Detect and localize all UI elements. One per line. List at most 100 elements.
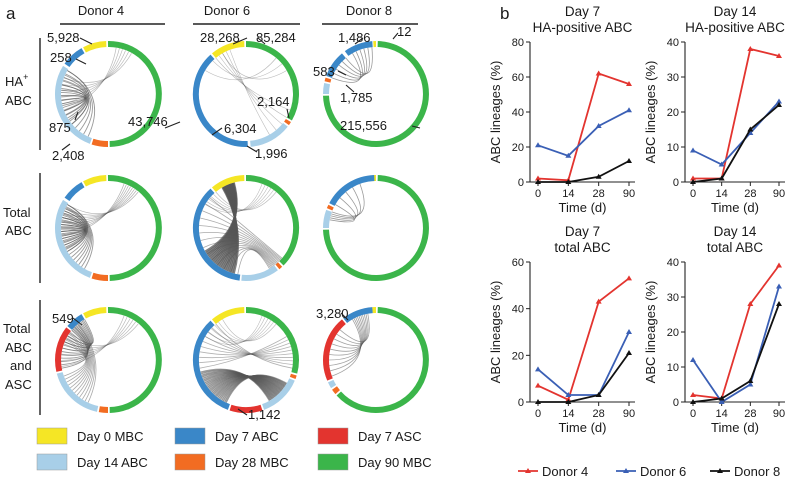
chord-d4-ha [62, 79, 88, 119]
arc-d4-ha-1 [107, 40, 162, 147]
legend-label-4: Day 28 MBC [215, 455, 289, 470]
y-axis-label: ABC lineages (%) [488, 61, 503, 164]
data-point [595, 173, 602, 179]
chord-d4-ha [60, 94, 86, 108]
chord-d6-total [200, 236, 278, 264]
arc-d4-ha-2 [91, 138, 109, 148]
chord-d4-ha [63, 76, 92, 132]
arc-d6-ha-0 [211, 41, 245, 59]
legend-label-5: Day 90 MBC [358, 455, 432, 470]
x-tick-label: 14 [562, 188, 574, 200]
x-tick-label: 28 [593, 188, 605, 200]
chord-d6-ha [205, 57, 277, 81]
y-tick-label: 60 [512, 72, 524, 84]
chord-d4-asc [61, 318, 131, 356]
arc-d8-asc-3 [327, 379, 337, 389]
chord-d6-asc [199, 342, 290, 359]
chord-d6-asc [205, 315, 263, 345]
count-d8-day0: 12 [397, 24, 411, 39]
donor-legend-label-1: Donor 6 [640, 464, 686, 479]
x-tick-label: 90 [773, 188, 785, 200]
x-tick-label: 28 [744, 188, 756, 200]
chord-d4-total [67, 204, 88, 252]
data-point [565, 392, 572, 397]
chord-d4-ha [61, 48, 120, 105]
count-d6-day90: 85,284 [256, 30, 296, 45]
count-d8-day28: 1,785 [340, 90, 373, 105]
count-d4-day0: 5,928 [47, 30, 80, 45]
x-tick-label: 28 [593, 408, 605, 420]
chord-d4-asc [63, 343, 87, 377]
chord-d8-ha [345, 47, 373, 75]
arc-d6-asc-4 [229, 404, 263, 414]
data-point [535, 179, 541, 184]
data-point [747, 381, 754, 387]
y-tick-label: 40 [667, 257, 679, 269]
series-line-donor-4 [537, 277, 630, 401]
chord-d4-ha [61, 89, 86, 112]
donor-header-4: Donor 4 [78, 3, 124, 18]
donor-legend-label-2: Donor 8 [734, 464, 780, 479]
donor-legend-marker-2 [717, 468, 723, 473]
chord-d4-total [63, 189, 135, 218]
x-tick-label: 0 [690, 408, 696, 420]
data-point [595, 70, 602, 76]
donor-legend-label-0: Donor 4 [542, 464, 588, 479]
chord-d4-asc [67, 335, 89, 389]
legend-swatch-3 [36, 453, 68, 471]
chord-d8-total [329, 204, 355, 223]
chord-d4-ha [62, 80, 90, 129]
y-tick-label: 40 [512, 107, 524, 119]
chord-d4-total [60, 185, 129, 228]
arc-d6-ha-3 [250, 122, 288, 147]
chord-d6-total [204, 182, 238, 253]
category-legend: Day 0 MBC Day 7 ABC Day 7 ASC Day 14 ABC Day… [36, 427, 432, 471]
circos-d4-asc [55, 306, 162, 413]
data-point [535, 142, 541, 148]
data-point [690, 399, 696, 404]
chord-d6-total [211, 245, 275, 267]
arc-d6-asc-1 [245, 307, 299, 374]
chord-d4-ha [63, 53, 132, 83]
arc-d4-ha-0 [83, 41, 107, 53]
chord-d6-total [208, 186, 269, 212]
y-tick-label: 0 [673, 397, 679, 409]
chord-d6-total [216, 246, 274, 267]
chord-d4-total [67, 191, 139, 215]
chord-d6-asc [208, 331, 294, 362]
arc-d4-total-4 [64, 182, 85, 202]
data-point [776, 102, 782, 107]
chord-d6-total [199, 231, 278, 264]
data-point [776, 301, 782, 306]
data-point [626, 350, 632, 355]
chord-d4-total [62, 187, 133, 221]
chord-d4-total [61, 184, 127, 232]
legend-label-3: Day 14 ABC [77, 455, 148, 470]
legend-swatch-1 [174, 427, 206, 445]
data-point [776, 262, 782, 268]
circos-d8-ha [323, 41, 429, 147]
chord-d4-total [62, 217, 86, 244]
count-labels: 5,928 258 875 43,746 2,408 28,268 85,284… [47, 24, 411, 422]
chord-d4-asc [67, 323, 139, 347]
arc-d4-total-0 [83, 175, 107, 187]
chord-d6-ha [212, 60, 283, 79]
y-tick-label: 40 [512, 304, 524, 316]
count-d4-day14: 258 [50, 50, 72, 65]
x-axis-label: Time (d) [711, 200, 759, 215]
circos-d6-total [192, 174, 300, 281]
donor-legend-marker-0 [525, 468, 531, 473]
x-tick-label: 0 [690, 188, 696, 200]
count-d4-day14b: 875 [49, 120, 71, 135]
row-label-ha: HA+ [5, 72, 28, 89]
count-d6-day28: 2,164 [257, 94, 290, 109]
data-point [747, 301, 754, 306]
chord-d4-asc [75, 325, 96, 402]
arc-d6-ha-1 [245, 41, 299, 121]
series-line-donor-6 [537, 331, 630, 396]
donor-header-8: Donor 8 [346, 3, 392, 18]
chord-d6-asc [200, 346, 292, 355]
chord-d6-total [200, 217, 280, 262]
y-tick-label: 20 [512, 350, 524, 362]
